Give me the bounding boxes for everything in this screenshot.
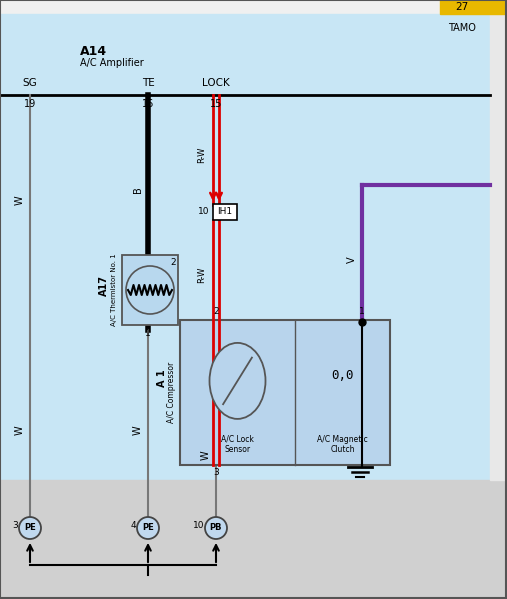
Text: 3: 3: [213, 468, 219, 477]
Bar: [213, 204, 237, 220]
Text: W: W: [15, 425, 25, 435]
Circle shape: [19, 517, 41, 539]
Text: PE: PE: [142, 524, 154, 533]
Text: A 1: A 1: [157, 369, 167, 387]
Text: 10: 10: [198, 207, 209, 216]
Text: LOCK: LOCK: [202, 78, 230, 88]
Text: R-W: R-W: [198, 147, 206, 163]
Text: 16: 16: [142, 99, 154, 109]
Bar: [122, 255, 178, 325]
Text: 1: 1: [145, 329, 151, 338]
Bar: [0, 14, 507, 480]
Bar: [180, 320, 390, 465]
Bar: [0, 0, 507, 14]
Text: 2: 2: [213, 307, 219, 316]
Text: 2: 2: [170, 258, 176, 267]
Text: IH1: IH1: [218, 207, 233, 216]
Circle shape: [137, 517, 159, 539]
Text: B: B: [133, 187, 143, 193]
Text: TE: TE: [141, 78, 154, 88]
Text: TAMO: TAMO: [448, 23, 476, 33]
Text: PE: PE: [24, 524, 36, 533]
Text: V: V: [347, 257, 357, 264]
Bar: [490, 14, 507, 480]
Text: A/C Lock
Sensor: A/C Lock Sensor: [221, 435, 254, 455]
Text: PB: PB: [210, 524, 222, 533]
Text: W: W: [15, 195, 25, 205]
Text: SG: SG: [23, 78, 38, 88]
Text: 4: 4: [130, 522, 136, 531]
Text: A/C Amplifier: A/C Amplifier: [80, 58, 144, 68]
Circle shape: [205, 517, 227, 539]
Text: W: W: [133, 425, 143, 435]
Text: 1: 1: [359, 307, 365, 316]
Text: A14: A14: [80, 45, 107, 58]
Text: 19: 19: [24, 99, 36, 109]
Ellipse shape: [209, 343, 266, 419]
Text: A17: A17: [99, 274, 109, 295]
Text: W: W: [201, 450, 211, 460]
Text: 27: 27: [455, 2, 468, 12]
Bar: [440, 0, 507, 14]
Bar: [0, 480, 507, 599]
Text: A/C Compressor: A/C Compressor: [167, 362, 176, 423]
Text: R-W: R-W: [198, 267, 206, 283]
Text: A/C Thermistor No. 1: A/C Thermistor No. 1: [111, 253, 117, 326]
Text: A/C Magnetic
Clutch: A/C Magnetic Clutch: [317, 435, 368, 455]
Text: 15: 15: [210, 99, 222, 109]
Text: 3: 3: [12, 522, 18, 531]
Text: 0,0: 0,0: [331, 368, 354, 382]
Text: 10: 10: [193, 522, 204, 531]
